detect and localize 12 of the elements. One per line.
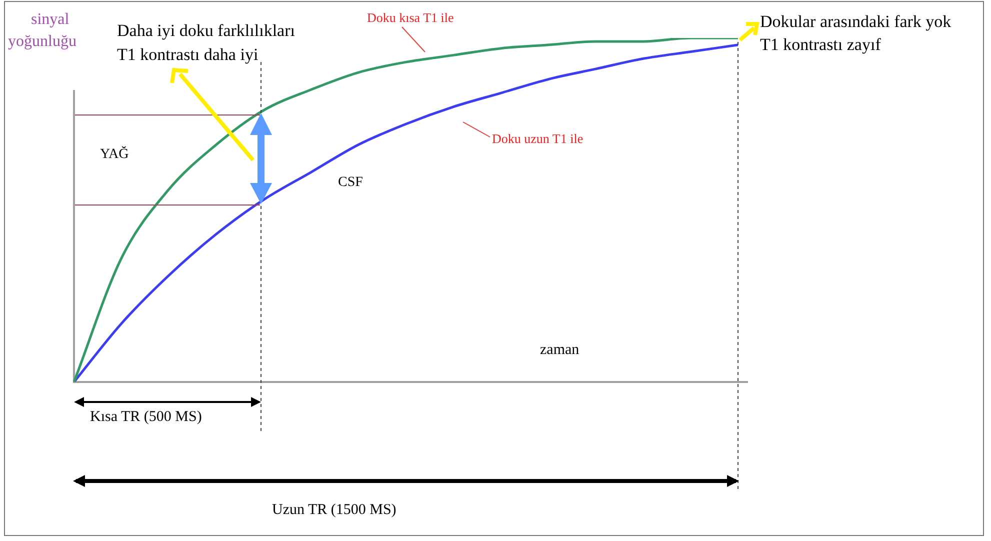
- text: Kısa TR (500 MS): [90, 409, 202, 425]
- annotation: CSF: [338, 175, 363, 190]
- y-axis-title: sinyal yoğunluğu: [8, 11, 76, 50]
- annotation: T1 kontrastı daha iyi: [117, 45, 258, 64]
- x-axis-title: zaman: [540, 342, 580, 358]
- text: T1 kontrastı zayıf: [760, 35, 881, 54]
- text: Doku uzun T1 ile: [492, 131, 584, 146]
- text: Dokular arasındaki fark yok: [760, 12, 952, 31]
- annotation: YAĞ: [100, 147, 129, 162]
- text: Uzun TR (1500 MS): [272, 502, 396, 518]
- annotation: Daha iyi doku farklılıkları: [117, 21, 295, 40]
- text: Doku kısa T1 ile: [367, 10, 454, 25]
